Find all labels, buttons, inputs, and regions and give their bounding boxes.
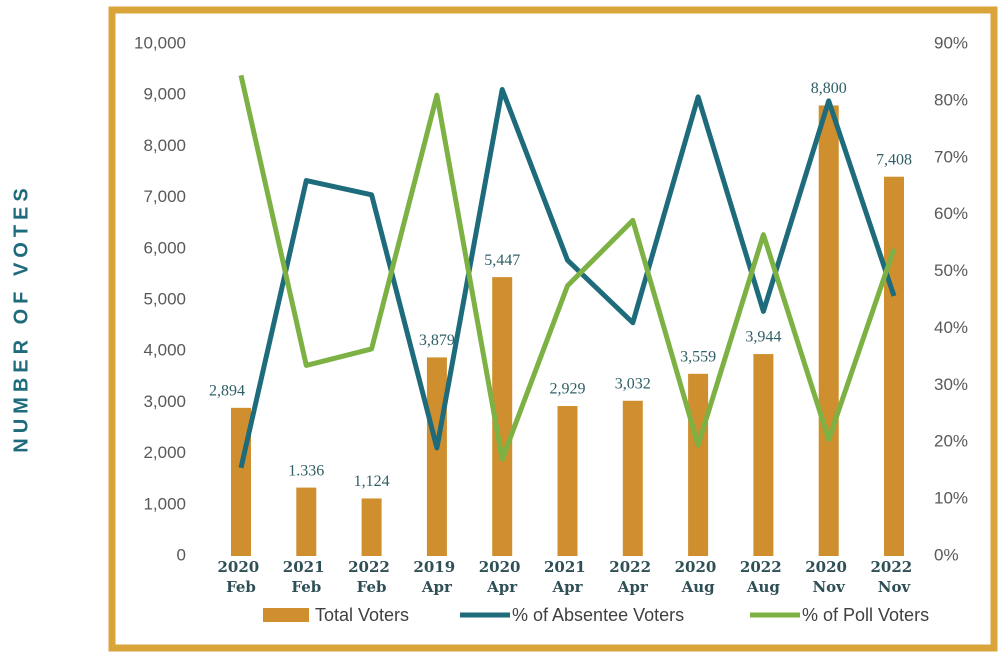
y-axis-title: NUMBER OF VOTES: [10, 183, 32, 452]
y-tick-label: 10,000: [134, 33, 186, 52]
line-series: [238, 87, 897, 469]
value-label: 3,559: [680, 348, 716, 365]
frame: [108, 6, 998, 652]
value-label: 5,447: [484, 252, 520, 269]
x-tick-label: 2019 Apr: [413, 558, 460, 596]
x-tick-label: 2022 Aug: [740, 558, 787, 596]
line-series: [238, 74, 897, 462]
value-label: 2,929: [550, 381, 586, 398]
x-tick-label: 2022 Apr: [609, 558, 656, 596]
value-label: 1.336: [288, 462, 324, 479]
bar: [361, 498, 382, 556]
x-tick-label: 2020 Apr: [479, 558, 526, 596]
bar: [622, 400, 643, 556]
y2-tick-label: 60%: [934, 204, 968, 223]
y-tick-label: 5,000: [143, 289, 186, 308]
value-label: 3,944: [745, 329, 781, 346]
value-label: 2,894: [209, 382, 245, 399]
y-tick-label: 4,000: [143, 341, 186, 360]
y-tick-label: 0: [177, 545, 186, 564]
y2-tick-label: 70%: [934, 147, 968, 166]
y2-tick-label: 20%: [934, 432, 968, 451]
y-tick-label: 6,000: [143, 238, 186, 257]
x-tick-label: 2022 Feb: [348, 558, 395, 596]
y2-tick-label: 10%: [934, 489, 968, 508]
bar: [557, 406, 578, 556]
value-label: 8,800: [811, 80, 847, 97]
x-tick-label: 2020 Aug: [675, 558, 722, 596]
value-label: 3,879: [419, 332, 455, 349]
legend-label: % of Poll Voters: [802, 605, 929, 625]
bar: [818, 105, 839, 556]
bar: [492, 277, 513, 556]
legend-label: % of Absentee Voters: [512, 605, 684, 625]
y-tick-label: 1,000: [143, 494, 186, 513]
y2-tick-label: 90%: [934, 33, 968, 52]
legend-swatch: [263, 608, 309, 622]
legend-label: Total Voters: [315, 605, 409, 625]
bar: [753, 354, 774, 556]
y2-tick-label: 50%: [934, 261, 968, 280]
y2-tick-label: 30%: [934, 375, 968, 394]
x-tick-label: 2020 Nov: [805, 558, 852, 596]
bar: [884, 176, 904, 557]
value-label: 1,124: [354, 473, 390, 490]
y-tick-label: 2,000: [143, 443, 186, 462]
x-tick-label: 2020 Feb: [218, 558, 265, 596]
y-tick-label: 8,000: [143, 136, 186, 155]
y2-tick-label: 0%: [934, 545, 959, 564]
bar: [688, 373, 709, 556]
bar: [426, 357, 447, 556]
x-tick-label: 2021 Apr: [544, 558, 591, 596]
y-tick-label: 7,000: [143, 187, 186, 206]
x-tick-label: 2021 Feb: [283, 558, 330, 596]
bar: [296, 487, 317, 556]
value-label: 7,408: [876, 151, 912, 168]
y-tick-label: 3,000: [143, 392, 186, 411]
y2-tick-label: 80%: [934, 90, 968, 109]
y-tick-label: 9,000: [143, 85, 186, 104]
value-label: 3,032: [615, 375, 651, 392]
y2-tick-label: 40%: [934, 318, 968, 337]
x-tick-label: 2022 Nov: [871, 558, 918, 596]
